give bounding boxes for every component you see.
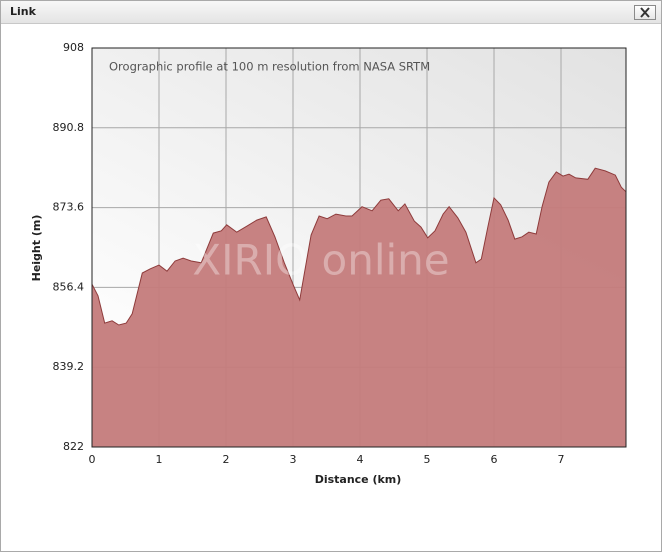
x-tick-label: 5: [424, 453, 431, 466]
x-tick-label: 2: [223, 453, 230, 466]
close-button[interactable]: [634, 5, 656, 20]
y-axis-label: Height (m): [30, 215, 43, 282]
area: [92, 168, 626, 447]
close-icon: [640, 7, 650, 18]
x-tick-label: 6: [491, 453, 498, 466]
y-tick-label: 873.6: [53, 201, 85, 214]
x-tick-label: 7: [558, 453, 565, 466]
y-tick-label: 856.4: [53, 280, 85, 293]
annotation: Orographic profile at 100 m resolution f…: [109, 60, 430, 74]
chart: Orographic profile at 100 m resolution f…: [30, 41, 627, 486]
y-tick-label: 839.2: [53, 360, 85, 373]
x-axis-label: Distance (km): [315, 473, 402, 486]
x-tick-label: 4: [357, 453, 364, 466]
title-bar: Link: [1, 1, 661, 24]
area-outline: [91, 167, 627, 326]
y-tick-label: 890.8: [53, 121, 85, 134]
window-title: Link: [10, 5, 36, 18]
watermark: XIRIO online: [192, 236, 449, 285]
x-tick-label: 3: [290, 453, 297, 466]
y-tick-label: 908: [63, 41, 84, 54]
plot-border: [91, 47, 627, 448]
x-tick-label: 1: [156, 453, 163, 466]
y-tick-label: 822: [63, 440, 84, 453]
x-tick-label: 0: [89, 453, 96, 466]
